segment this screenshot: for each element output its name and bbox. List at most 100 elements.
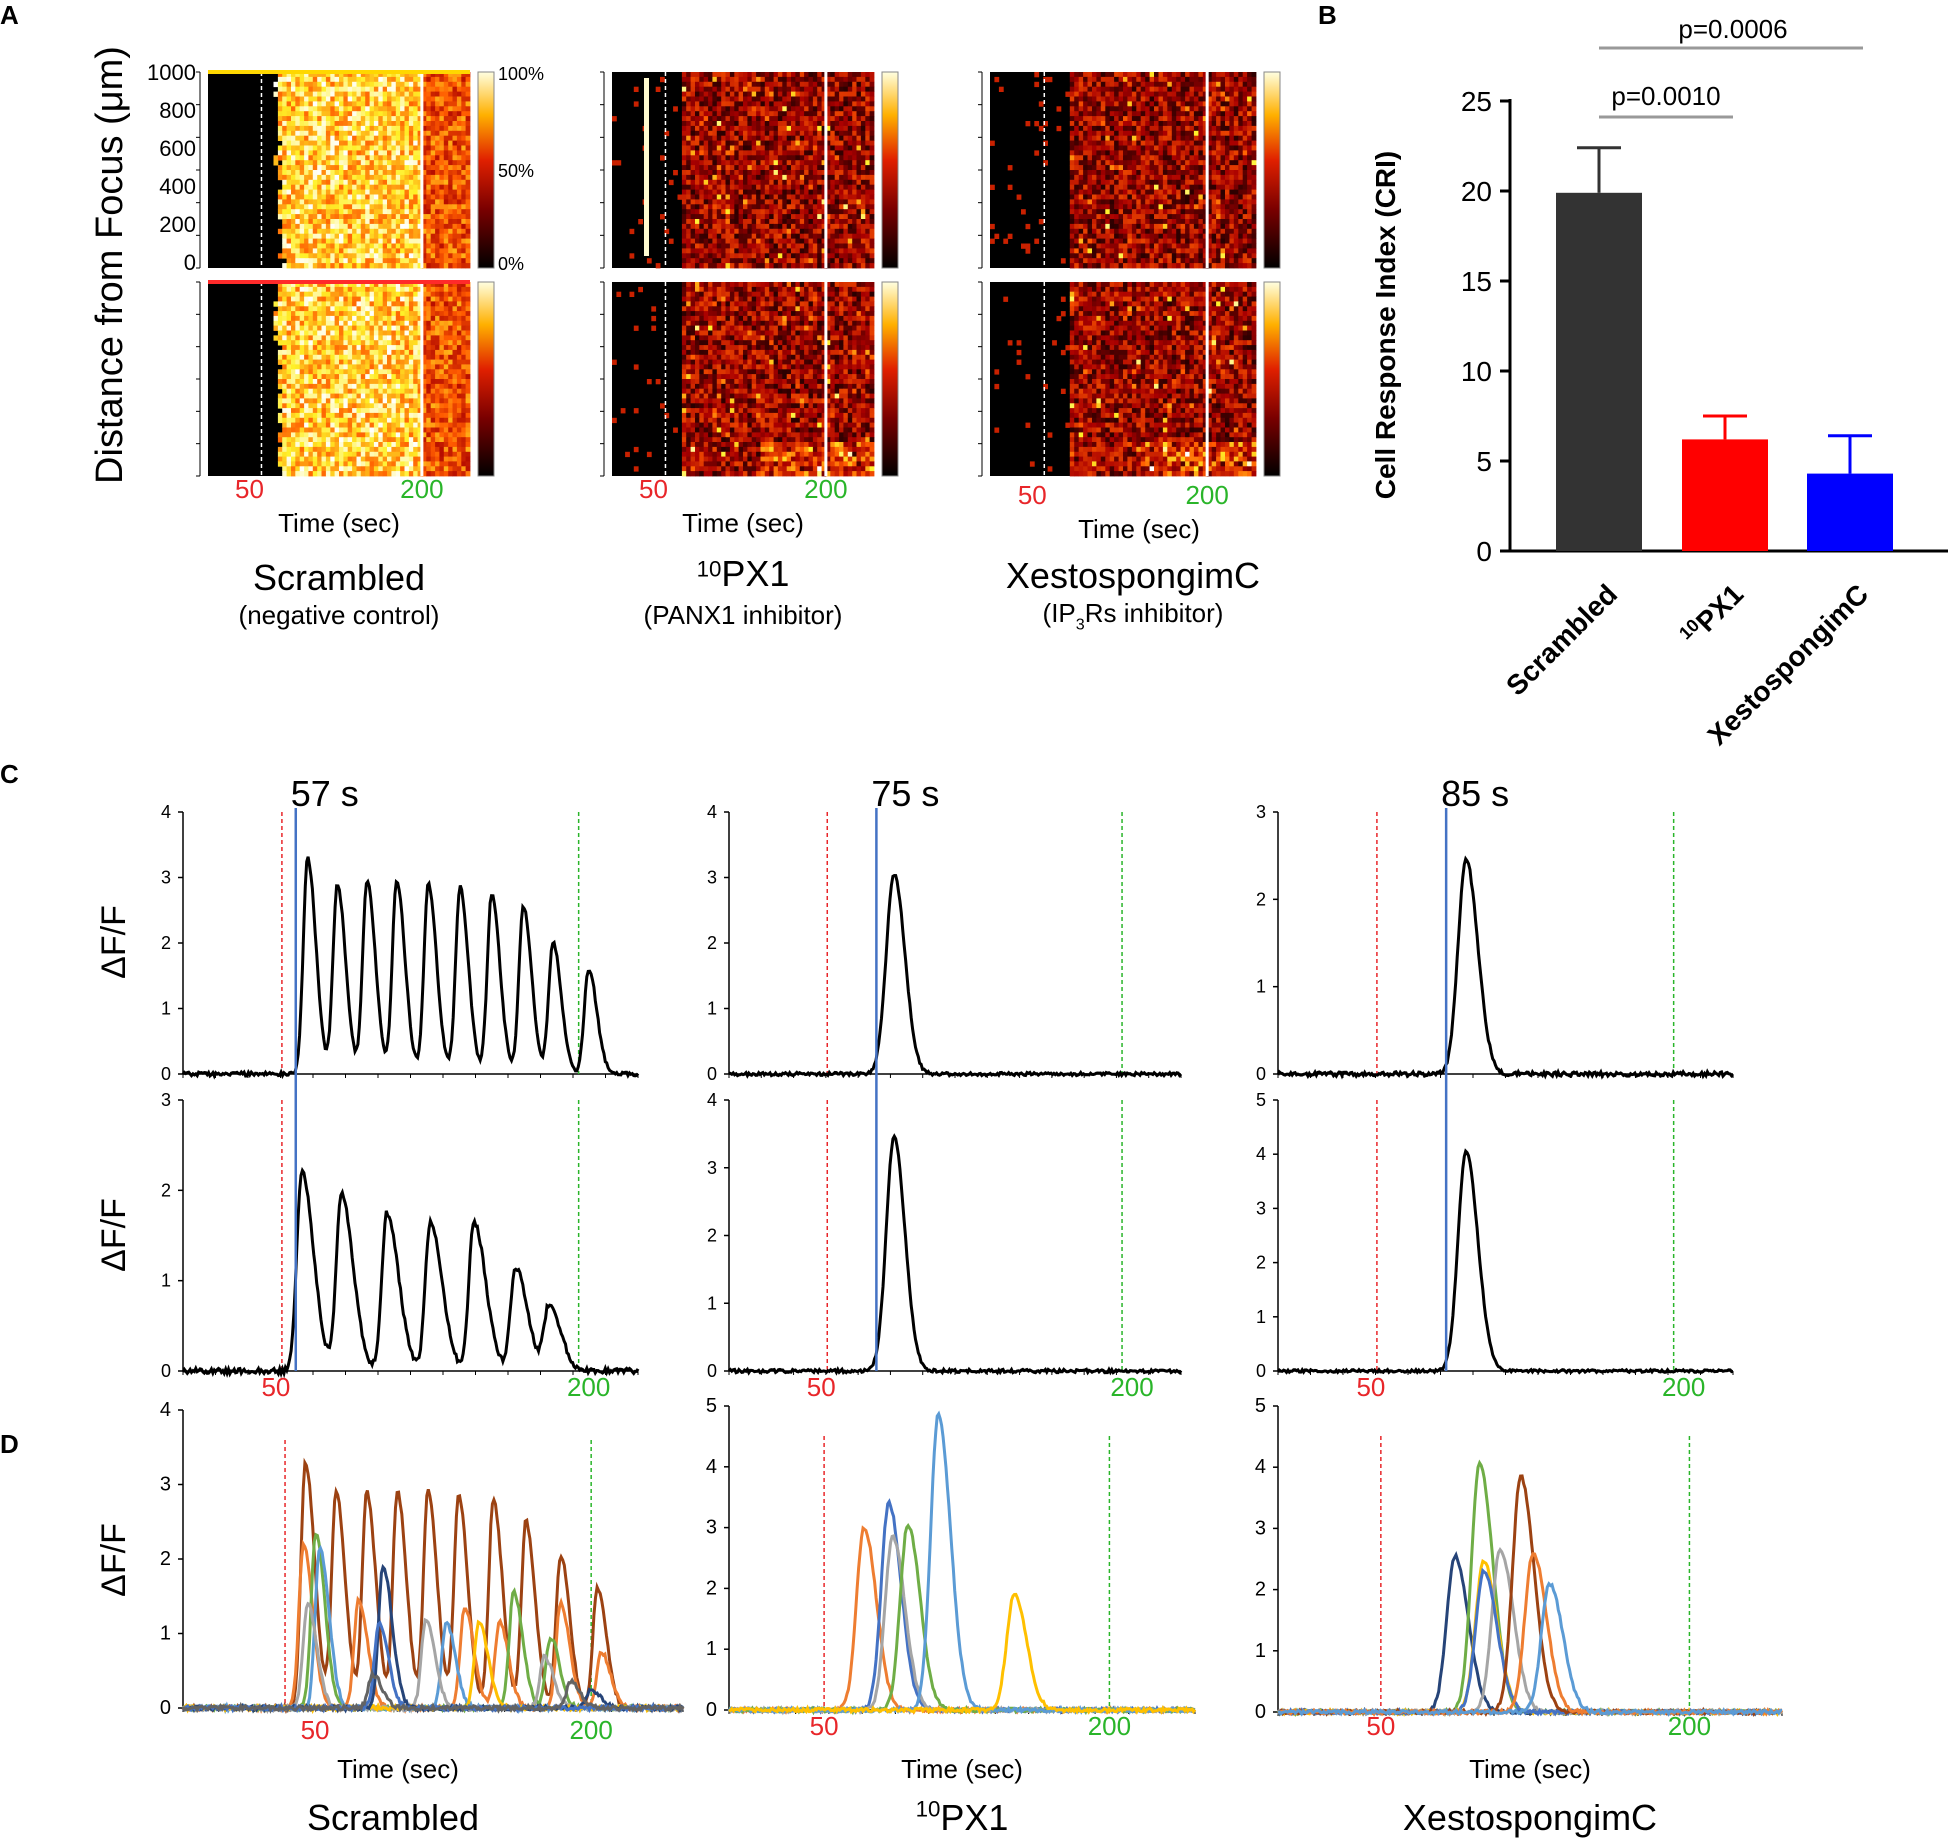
heatmap-cell xyxy=(404,427,410,433)
heatmap-cell xyxy=(439,320,445,327)
heatmap-cell xyxy=(461,199,467,205)
heatmap-cell xyxy=(773,76,779,83)
heatmap-cell xyxy=(282,253,287,259)
heatmap-cell xyxy=(439,451,445,458)
heatmap-cell xyxy=(291,349,296,356)
heatmap-cell xyxy=(382,393,388,399)
heatmap-cell xyxy=(443,199,449,205)
heatmap-cell xyxy=(808,72,814,78)
heatmap-cell xyxy=(417,330,423,336)
heatmap-cell xyxy=(330,253,336,259)
heatmap-cell xyxy=(404,383,410,390)
heatmap-cell xyxy=(369,330,375,336)
heatmap-cell xyxy=(391,461,397,467)
heatmap-cell xyxy=(277,301,283,307)
heatmap-cell xyxy=(695,111,700,117)
heatmap-cell xyxy=(321,179,327,186)
heatmap-cell xyxy=(360,408,366,414)
heatmap-cell xyxy=(330,311,336,317)
heatmap-cell xyxy=(751,81,757,88)
heatmap-cell xyxy=(839,199,844,205)
heatmap-cell xyxy=(413,306,418,312)
heatmap-cell xyxy=(435,466,440,472)
heatmap-cell xyxy=(461,286,467,293)
heatmap-cell xyxy=(729,81,735,88)
heatmap-cell xyxy=(452,233,458,239)
heatmap-cell xyxy=(395,150,401,156)
heatmap-cell xyxy=(843,204,849,210)
heatmap-cell xyxy=(312,91,318,97)
heatmap-cell xyxy=(295,263,301,269)
heatmap-cell xyxy=(286,306,292,312)
heatmap-cell xyxy=(404,466,410,472)
heatmap-cell xyxy=(448,345,453,351)
heatmap-cell xyxy=(347,286,353,293)
heatmap-cell xyxy=(352,325,357,331)
heatmap-cell xyxy=(747,106,753,112)
heatmap-cell xyxy=(382,403,388,409)
heatmap-cell xyxy=(834,150,840,156)
heatmap-cell xyxy=(404,204,410,210)
heatmap-cell xyxy=(760,106,766,112)
heatmap-cell xyxy=(400,106,405,112)
heatmap-cell xyxy=(426,243,432,249)
heatmap-cell xyxy=(456,150,462,156)
heatmap-cell xyxy=(430,306,436,312)
heatmap-cell xyxy=(312,184,318,190)
heatmap-cell xyxy=(295,282,301,288)
heatmap-cell xyxy=(443,427,449,433)
heatmap-cell xyxy=(365,101,370,107)
heatmap-cell xyxy=(865,194,871,200)
heatmap-cell xyxy=(378,101,384,107)
heatmap-cell xyxy=(373,233,379,239)
heatmap-cell xyxy=(681,228,687,235)
heatmap-cell xyxy=(452,471,458,477)
heatmap-cell xyxy=(869,81,875,88)
heatmap-cell xyxy=(729,165,735,171)
heatmap-cell xyxy=(865,81,871,88)
heatmap-cell xyxy=(795,155,801,161)
heatmap-cell xyxy=(282,393,287,399)
heatmap-cell xyxy=(312,379,318,385)
heatmap-cell xyxy=(413,345,418,351)
heatmap-cell xyxy=(343,311,349,317)
heatmap-cell xyxy=(852,209,857,215)
heatmap-cell xyxy=(725,194,731,200)
heatmap-cell xyxy=(347,345,353,351)
heatmap-cell xyxy=(738,170,744,176)
heatmap-cell xyxy=(690,76,696,83)
heatmap-cell xyxy=(317,471,322,477)
heatmap-cell xyxy=(391,359,397,365)
heatmap-cell xyxy=(795,72,801,78)
heatmap-cell xyxy=(738,72,744,78)
heatmap-cell xyxy=(799,214,805,220)
heatmap-cell xyxy=(339,311,344,317)
heatmap-cell xyxy=(286,393,292,399)
heatmap-cell xyxy=(282,135,287,141)
heatmap-cell xyxy=(387,340,392,346)
heatmap-cell xyxy=(352,374,357,380)
heatmap-cell xyxy=(430,135,436,141)
heatmap-cell xyxy=(422,349,427,356)
heatmap-cell xyxy=(413,96,418,102)
heatmap-cell xyxy=(417,461,423,467)
heatmap-cell xyxy=(352,72,357,78)
heatmap-cell xyxy=(764,101,770,107)
heatmap-cell xyxy=(400,286,405,293)
heatmap-cell xyxy=(330,145,336,151)
heatmap-cell xyxy=(869,121,875,127)
heatmap-cell xyxy=(391,170,397,176)
heatmap-cell xyxy=(312,461,318,467)
heatmap-cell xyxy=(352,263,357,269)
heatmap-cell xyxy=(777,194,783,200)
heatmap-cell xyxy=(356,194,362,200)
heatmap-cell xyxy=(277,393,283,399)
heatmap-cell xyxy=(391,451,397,458)
heatmap-cell xyxy=(413,471,418,477)
heatmap-cell xyxy=(417,81,423,88)
heatmap-cell xyxy=(413,91,418,97)
heatmap-cell xyxy=(404,286,410,293)
heatmap-cell xyxy=(339,170,344,176)
heatmap-cell xyxy=(304,189,309,195)
heatmap-cell xyxy=(382,125,388,132)
